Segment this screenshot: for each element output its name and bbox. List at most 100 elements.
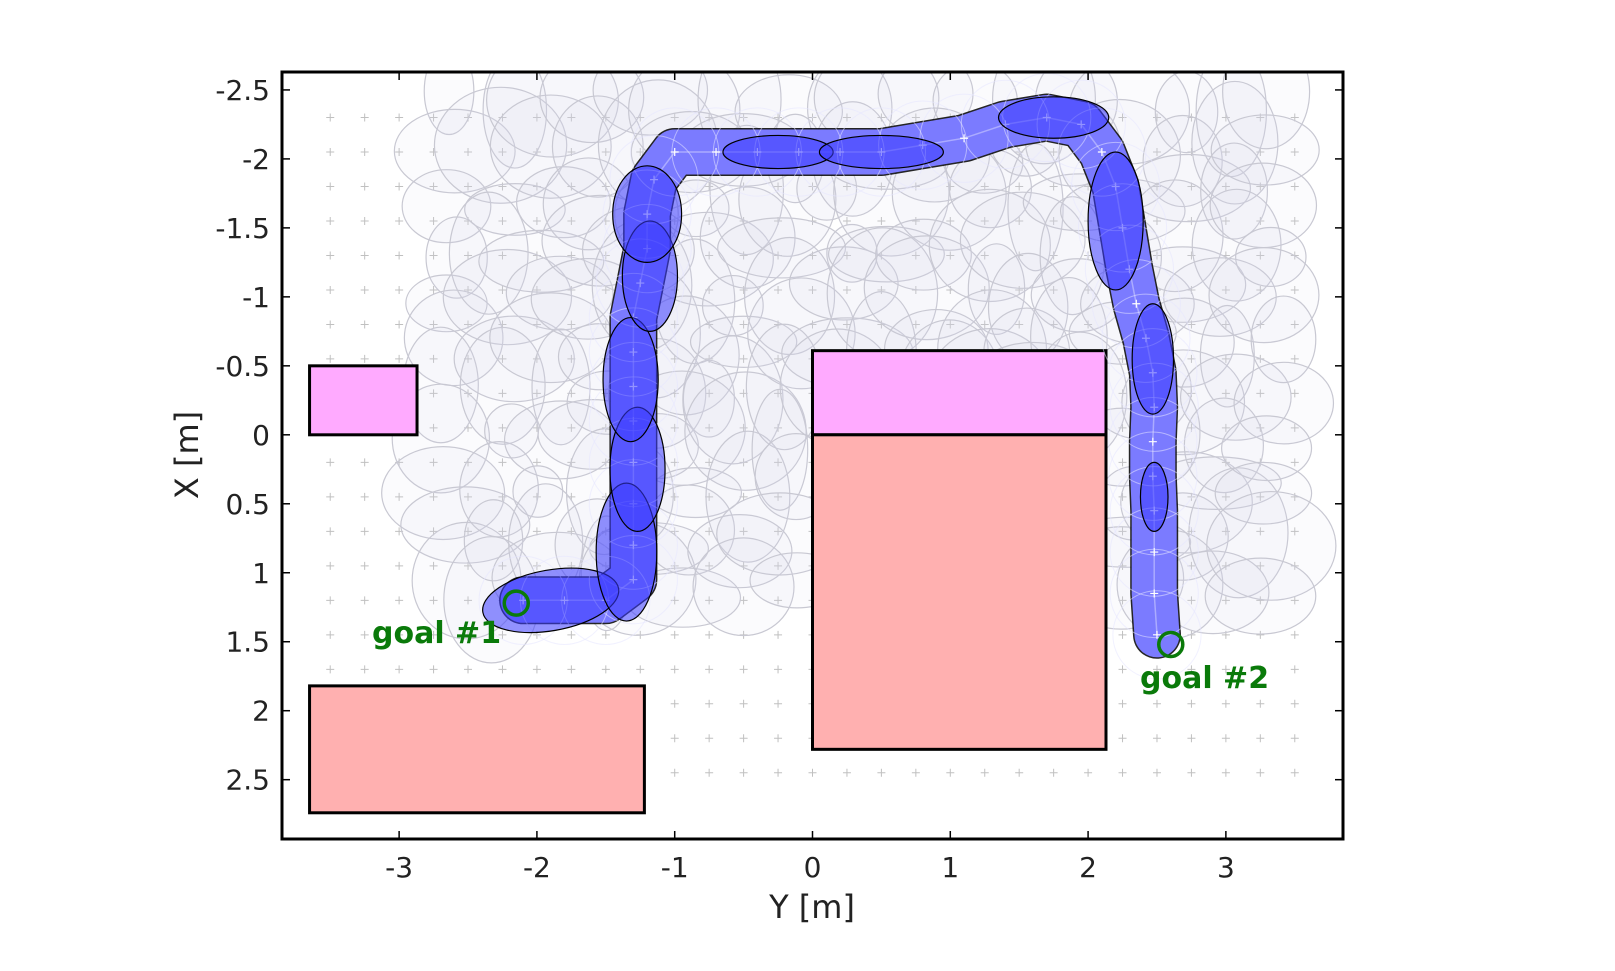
background-ellipse bbox=[1233, 361, 1335, 445]
grid-marker bbox=[360, 354, 369, 363]
grid-marker bbox=[911, 216, 920, 225]
grid-marker bbox=[1290, 458, 1299, 467]
grid-marker bbox=[532, 216, 541, 225]
grid-marker bbox=[395, 596, 404, 605]
grid-marker bbox=[1221, 148, 1230, 157]
background-ellipse bbox=[1154, 72, 1219, 154]
grid-marker bbox=[1221, 699, 1230, 708]
grid-marker bbox=[498, 285, 507, 294]
grid-marker bbox=[1118, 734, 1127, 743]
background-ellipse bbox=[400, 486, 531, 564]
grid-marker bbox=[1256, 251, 1265, 260]
grid-marker bbox=[360, 630, 369, 639]
grid-marker bbox=[911, 113, 920, 122]
background-ellipse bbox=[539, 72, 645, 144]
grid-marker bbox=[326, 251, 335, 260]
grid-marker bbox=[532, 320, 541, 329]
grid-marker bbox=[360, 148, 369, 157]
grid-marker bbox=[1290, 354, 1299, 363]
grid-marker bbox=[429, 320, 438, 329]
grid-marker bbox=[498, 389, 507, 398]
grid-marker bbox=[739, 768, 748, 777]
grid-marker bbox=[705, 561, 714, 570]
obstacle-rect bbox=[811, 433, 1108, 751]
path-sample-ellipse bbox=[1109, 548, 1199, 639]
grid-marker bbox=[360, 492, 369, 501]
grid-marker bbox=[705, 216, 714, 225]
grid-marker bbox=[1015, 285, 1024, 294]
grid-marker bbox=[360, 216, 369, 225]
grid-marker bbox=[1256, 527, 1265, 536]
grid-marker bbox=[326, 630, 335, 639]
grid-marker bbox=[1187, 734, 1196, 743]
grid-marker bbox=[980, 216, 989, 225]
grid-marker bbox=[1221, 527, 1230, 536]
y-tick-label: 1.5 bbox=[225, 626, 270, 659]
grid-marker bbox=[429, 561, 438, 570]
grid-marker bbox=[1290, 768, 1299, 777]
x-tick-label: -1 bbox=[661, 851, 689, 884]
y-tick-label: 0.5 bbox=[225, 488, 270, 521]
grid-marker bbox=[360, 285, 369, 294]
background-ellipse bbox=[1204, 557, 1317, 635]
grid-marker bbox=[429, 458, 438, 467]
grid-marker bbox=[1049, 182, 1058, 191]
grid-marker bbox=[567, 182, 576, 191]
grid-marker bbox=[774, 665, 783, 674]
grid-marker bbox=[739, 354, 748, 363]
grid-marker bbox=[395, 182, 404, 191]
background-ellipse bbox=[1235, 226, 1307, 288]
grid-marker bbox=[1221, 596, 1230, 605]
grid-marker bbox=[1221, 182, 1230, 191]
x-tick-label: -2 bbox=[523, 851, 551, 884]
grid-marker bbox=[911, 768, 920, 777]
grid-marker bbox=[1118, 492, 1127, 501]
grid-marker bbox=[739, 665, 748, 674]
grid-marker bbox=[498, 354, 507, 363]
background-ellipse bbox=[401, 169, 492, 244]
path-point-marker bbox=[1132, 299, 1141, 308]
background-ellipse bbox=[1188, 467, 1289, 599]
grid-marker bbox=[877, 285, 886, 294]
background-ellipse bbox=[717, 217, 847, 279]
background-ellipse bbox=[423, 72, 475, 136]
goal-1-marker bbox=[502, 589, 530, 617]
grid-marker bbox=[360, 113, 369, 122]
background-ellipse bbox=[381, 445, 506, 541]
grid-marker bbox=[1015, 182, 1024, 191]
grid-marker bbox=[326, 596, 335, 605]
axis-ticks: -3 -2 -1 0 1 2 3 -2.5 -2 -1.5 -1 -0.5 0 0.5 1 1.5 2 2.5 bbox=[215, 72, 1343, 884]
grid-marker bbox=[670, 630, 679, 639]
grid-marker bbox=[498, 630, 507, 639]
grid-marker bbox=[1152, 113, 1161, 122]
grid-marker bbox=[464, 251, 473, 260]
grid-marker bbox=[326, 148, 335, 157]
grid-marker bbox=[1015, 216, 1024, 225]
grid-marker bbox=[1152, 148, 1161, 157]
grid-marker bbox=[705, 630, 714, 639]
grid-marker bbox=[1187, 354, 1196, 363]
y-tick-label: -0.5 bbox=[215, 350, 270, 383]
grid-marker bbox=[360, 561, 369, 570]
background-ellipse bbox=[453, 315, 575, 403]
y-tick-label: -1 bbox=[242, 281, 270, 314]
obstacle-rect bbox=[308, 684, 646, 815]
grid-marker bbox=[395, 665, 404, 674]
grid-marker bbox=[1256, 699, 1265, 708]
grid-marker bbox=[326, 354, 335, 363]
grid-marker bbox=[774, 734, 783, 743]
x-tick-label: 2 bbox=[1079, 851, 1097, 884]
grid-marker bbox=[1187, 251, 1196, 260]
grid-marker bbox=[360, 665, 369, 674]
grid-marker bbox=[1152, 665, 1161, 674]
background-ellipse bbox=[1179, 353, 1292, 441]
background-ellipse bbox=[512, 465, 564, 518]
grid-marker bbox=[946, 768, 955, 777]
grid-marker bbox=[842, 216, 851, 225]
grid-marker bbox=[1221, 768, 1230, 777]
grid-marker bbox=[705, 734, 714, 743]
grid-marker bbox=[326, 320, 335, 329]
grid-marker bbox=[1290, 320, 1299, 329]
x-tick-label: 0 bbox=[804, 851, 822, 884]
grid-marker bbox=[842, 768, 851, 777]
